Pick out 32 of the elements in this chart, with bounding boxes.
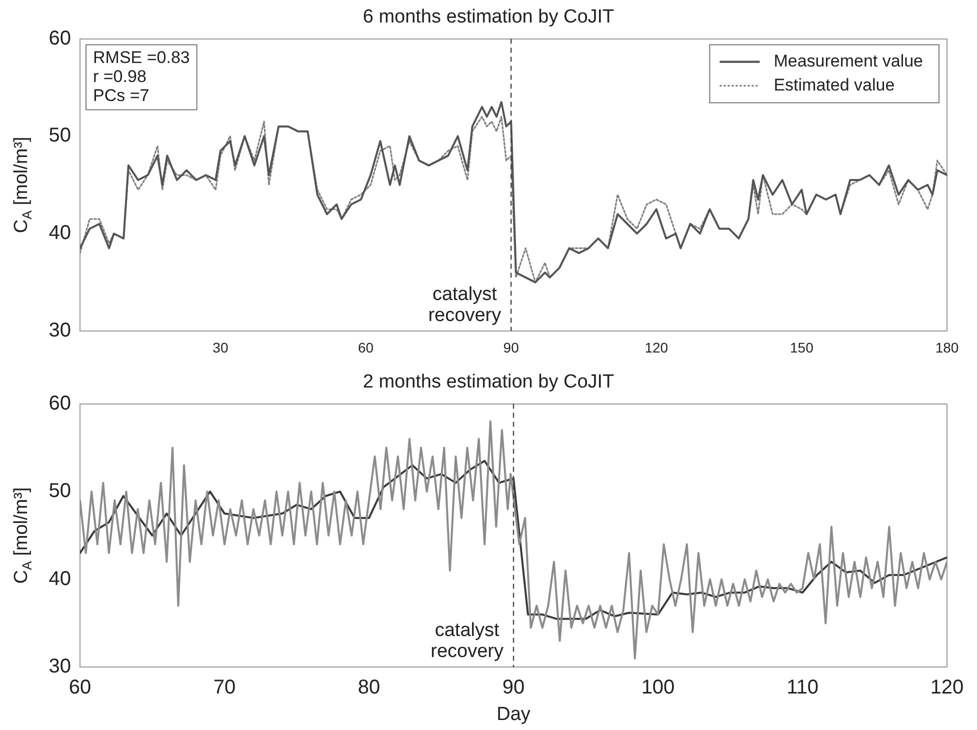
- y-tick-label: 40: [48, 222, 71, 244]
- x-tick-label: 150: [790, 339, 814, 356]
- x-tick-label: 60: [358, 339, 374, 356]
- legend-label: Measurement value: [774, 51, 924, 70]
- ref-line-label: catalyst recovery: [428, 284, 502, 326]
- annotation: RMSE =0.83: [93, 48, 190, 67]
- y-tick-label: 30: [48, 656, 71, 678]
- y-tick-label: 60: [48, 392, 71, 414]
- x-tick-label: 80: [358, 676, 380, 699]
- x-tick-label: 120: [930, 676, 964, 699]
- x-tick-label: 110: [786, 676, 818, 699]
- x-tick-label: 70: [213, 676, 236, 699]
- x-axis-title: Day: [496, 704, 531, 725]
- y-tick-label: 50: [48, 480, 71, 502]
- y-axis-title: CA [mol/m³]: [11, 136, 34, 234]
- legend-label: Estimated value: [774, 75, 895, 94]
- annotation: PCs =7: [93, 86, 150, 105]
- x-tick-label: 90: [503, 339, 520, 356]
- chart-title: 6 months estimation by CoJIT: [362, 6, 615, 28]
- x-tick-label: 90: [502, 676, 525, 699]
- annotation: r =0.98: [93, 66, 146, 86]
- x-tick-label: 30: [212, 339, 228, 356]
- x-tick-label: 120: [644, 339, 668, 356]
- y-tick-label: 50: [48, 124, 71, 147]
- y-tick-label: 40: [48, 568, 71, 590]
- x-tick-label: 100: [641, 676, 675, 699]
- y-tick-label: 60: [48, 27, 71, 50]
- chart-title: 2 months estimation by CoJIT: [362, 372, 615, 393]
- y-axis-title: CA [mol/m³]: [11, 487, 34, 584]
- x-tick-label: 180: [935, 339, 959, 356]
- ref-line-label: catalyst recovery: [430, 620, 504, 662]
- x-tick-label: 60: [68, 676, 92, 699]
